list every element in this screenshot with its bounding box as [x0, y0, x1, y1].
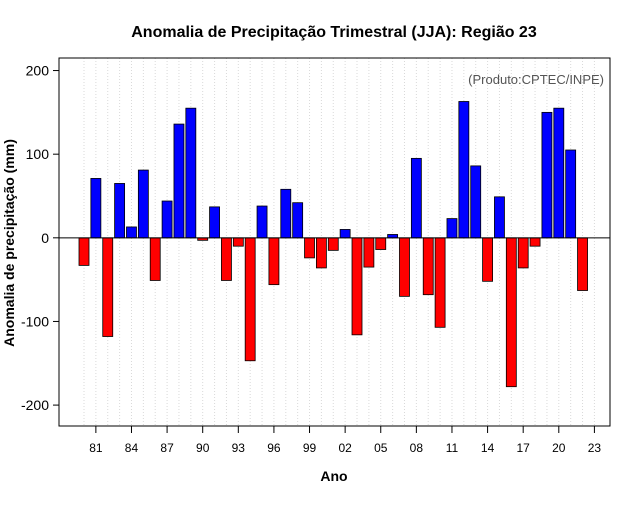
plot-frame: [58, 57, 611, 427]
bar: [410, 157, 422, 239]
x-tick-label: 08: [410, 441, 424, 455]
bar: [363, 237, 375, 268]
bar: [387, 234, 399, 239]
x-tick-label: 87: [160, 441, 174, 455]
bar: [470, 165, 482, 239]
x-tick-label: 20: [552, 441, 566, 455]
x-tick-label: 14: [481, 441, 495, 455]
bar: [268, 237, 280, 286]
bar: [280, 188, 292, 239]
bar: [173, 123, 185, 239]
bar: [185, 107, 197, 239]
bar: [256, 205, 268, 239]
bar: [149, 237, 161, 281]
x-tick-label: 84: [125, 441, 139, 455]
bar: [434, 237, 446, 328]
bar: [375, 237, 387, 250]
x-axis-label: Ano: [320, 468, 347, 484]
x-tick-label: 11: [446, 441, 459, 455]
bar: [304, 237, 315, 259]
bar: [102, 237, 114, 337]
bar: [565, 149, 577, 239]
bar: [126, 226, 137, 239]
bar: [422, 237, 434, 296]
bar: [553, 107, 565, 239]
bar: [351, 237, 363, 336]
bar: [90, 178, 102, 239]
bar: [577, 237, 588, 291]
bar: [517, 237, 529, 269]
y-tick-label: 100: [26, 146, 50, 162]
x-tick-label: 93: [232, 441, 246, 455]
y-tick-label: -200: [21, 397, 49, 413]
x-tick-label: 23: [588, 441, 602, 455]
bar: [339, 229, 351, 239]
bar: [399, 237, 410, 297]
bar: [529, 237, 541, 247]
bar: [292, 202, 304, 239]
x-tick-label: 81: [89, 441, 103, 455]
y-tick-label: 200: [26, 63, 50, 79]
x-tick-label: 96: [267, 441, 281, 455]
bar: [161, 200, 173, 239]
y-tick-label: -100: [21, 313, 49, 329]
x-tick-label: 17: [517, 441, 531, 455]
bar: [232, 237, 244, 247]
bar: [209, 206, 220, 239]
source-annotation: (Produto:CPTEC/INPE): [468, 72, 604, 87]
bar: [446, 218, 458, 239]
bar: [315, 237, 327, 269]
bar: [494, 196, 505, 239]
bars: [78, 101, 588, 388]
bar: [221, 237, 232, 281]
axes: -200 -100 0 100 200 81 84 87 90 93 96 99 02 05 08 11 14 1…: [21, 57, 611, 455]
x-tick-label: 05: [374, 441, 388, 455]
y-axis-label: Anomalia de precipitação (mm): [1, 139, 17, 347]
bar: [137, 169, 149, 239]
bar: [482, 237, 493, 282]
y-tick-label: 0: [41, 230, 49, 246]
x-tick-label: 02: [338, 441, 352, 455]
bar: [78, 237, 90, 266]
bar: [114, 183, 126, 239]
bar: [541, 111, 553, 239]
x-tick-label: 90: [196, 441, 210, 455]
bar: [244, 237, 256, 362]
bar: [327, 237, 339, 251]
chart-title: Anomalia de Precipitação Trimestral (JJA…: [131, 24, 537, 41]
x-tick-label: 99: [303, 441, 317, 455]
bar: [505, 237, 517, 388]
bar: [458, 101, 470, 239]
